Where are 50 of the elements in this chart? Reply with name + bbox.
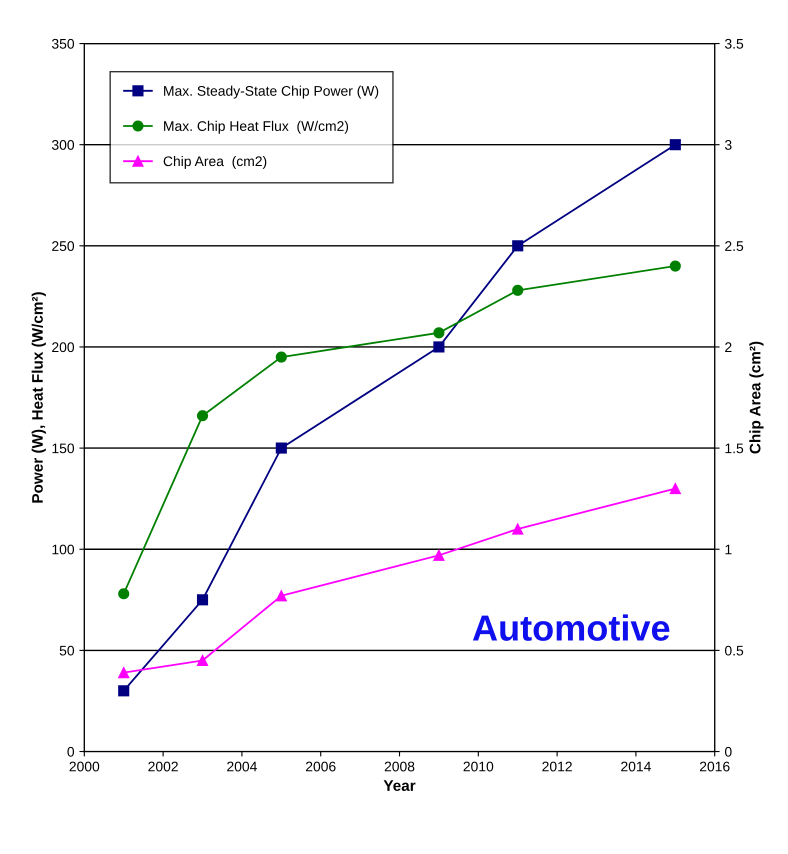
x-tick-label: 2004 [227, 762, 257, 772]
annotation: Automotive [472, 614, 670, 641]
legend-label: Max. Steady-State Chip Power (W) [164, 86, 378, 99]
y-tick-label: 300 [52, 140, 74, 150]
y2-tick-label: 2 [725, 342, 732, 352]
point [196, 594, 208, 606]
y-axis-title: Power (W), Heat Flux (W/cm²) [32, 292, 46, 503]
y-tick-label: 350 [52, 38, 74, 49]
point [670, 483, 681, 494]
x-tick-label: 2006 [306, 762, 336, 772]
point [512, 523, 524, 535]
y2-tick-label: 1 [725, 544, 732, 554]
y-tick-label: 100 [52, 544, 74, 554]
point [433, 327, 444, 338]
point [196, 654, 208, 666]
x-tick-label: 2000 [70, 762, 100, 772]
y2-axis-title: Chip Area (cm²) [749, 342, 764, 454]
y2-tick-label: 0.5 [724, 646, 744, 656]
x-tick-label: 2010 [464, 762, 494, 772]
y2-tick-label: 1.5 [725, 444, 744, 454]
point [512, 284, 524, 296]
x-tick-label: 2008 [384, 762, 414, 772]
y-tick-label: 250 [52, 241, 74, 251]
point [512, 240, 524, 252]
y-tick-label: 200 [52, 342, 74, 352]
x-axis-title: Year [384, 780, 416, 791]
point [670, 139, 681, 150]
point [118, 685, 130, 696]
x-tick-label: 2014 [621, 762, 651, 772]
point [118, 588, 130, 600]
y-tick-label: 50 [60, 646, 74, 656]
y2-tick-label: 2.5 [725, 241, 744, 251]
point [433, 341, 444, 353]
y2-tick-label: 0 [724, 746, 732, 757]
point [670, 260, 681, 272]
y2-tick-label: 3.5 [724, 38, 744, 49]
point [276, 352, 287, 363]
point [118, 667, 130, 678]
y-tick-label: 150 [52, 443, 74, 454]
point [276, 590, 287, 602]
point [196, 410, 208, 422]
legend-label: Max. Chip Heat Flux (W/cm2) [164, 120, 348, 134]
y2-tick-label: 3 [724, 140, 732, 150]
point [433, 550, 444, 561]
x-tick-label: 2012 [542, 762, 572, 772]
point [276, 442, 287, 454]
x-tick-label: 2016 [700, 762, 730, 772]
legend-label: Chip Area (cm2) [164, 156, 266, 169]
y-tick-label: 0 [67, 746, 74, 757]
x-tick-label: 2002 [148, 762, 178, 772]
